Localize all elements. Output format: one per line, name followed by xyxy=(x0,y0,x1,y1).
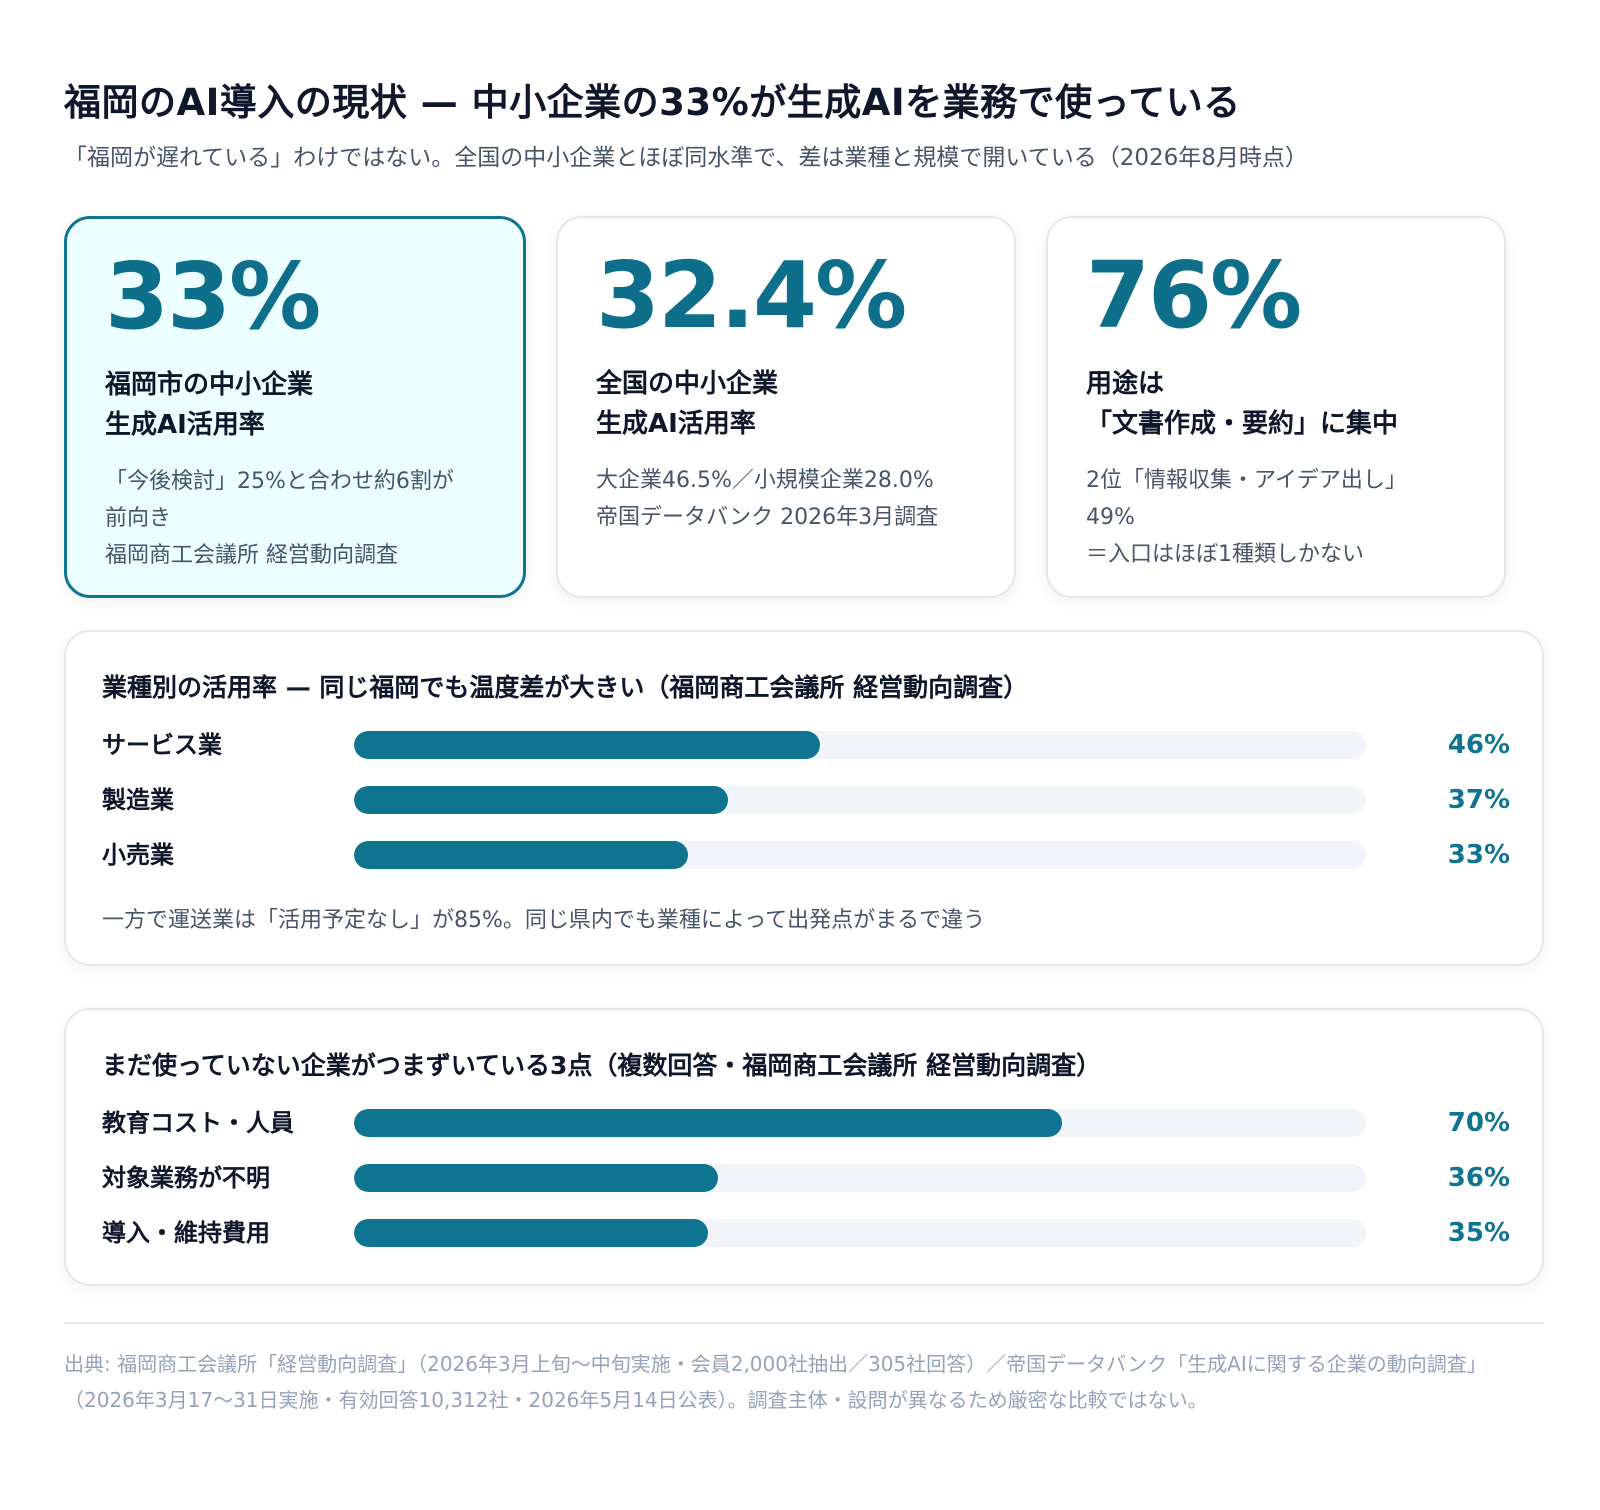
barrier-bar-value: 70% xyxy=(1447,1108,1510,1138)
stat-heading-line: 福岡市の中小企業 xyxy=(105,370,314,400)
stat-value: 32.4% xyxy=(596,242,907,349)
industry-bar-row: サービス業 46% xyxy=(66,728,1546,762)
industry-bar-value: 37% xyxy=(1447,785,1510,815)
industry-bar-label: 小売業 xyxy=(102,841,174,869)
stat-card-national: 32.4% 全国の中小企業 生成AI活用率 大企業46.5%／小規模企業28.0… xyxy=(556,216,1016,598)
barrier-bar-track xyxy=(354,1164,1366,1192)
stat-heading-line: 「文書作成・要約」に集中 xyxy=(1086,409,1399,439)
barrier-bar-row: 対象業務が不明 36% xyxy=(66,1161,1546,1195)
industry-bar xyxy=(354,731,820,759)
barrier-bar-label: 導入・維持費用 xyxy=(102,1219,270,1247)
stat-heading: 福岡市の中小企業 生成AI活用率 xyxy=(105,365,485,445)
stat-description: 「今後検討」25%と合わせ約6割が 前向き 福岡商工会議所 経営動向調査 xyxy=(105,463,485,574)
stat-description-line: 福岡商工会議所 経営動向調査 xyxy=(105,543,398,568)
stat-description-line: 帝国データバンク 2026年3月調査 xyxy=(596,505,939,530)
stat-description-line: 大企業46.5%／小規模企業28.0% xyxy=(596,468,934,493)
source-note: 出典: 福岡商工会議所「経営動向調査」（2026年3月上旬〜中旬実施・会員2,0… xyxy=(64,1352,1487,1412)
industry-chart-note: 一方で運送業は「活用予定なし」が85%。同じ県内でも業種によって出発点がまるで違… xyxy=(102,908,986,933)
industry-bar xyxy=(354,841,688,869)
industry-bar-label: サービス業 xyxy=(102,731,222,759)
stat-description-line: 前向き xyxy=(105,506,172,531)
barrier-bar-track xyxy=(354,1109,1366,1137)
stat-card-usage: 76% 用途は 「文書作成・要約」に集中 2位「情報収集・アイデア出し」 49%… xyxy=(1046,216,1506,598)
stat-description-line: 49% xyxy=(1086,505,1135,530)
stat-value: 76% xyxy=(1086,242,1302,349)
industry-chart-panel: 業種別の活用率 — 同じ福岡でも温度差が大きい（福岡商工会議所 経営動向調査） … xyxy=(64,630,1544,966)
footer-divider xyxy=(64,1322,1544,1324)
barrier-bar xyxy=(354,1219,709,1247)
stat-value: 33% xyxy=(105,243,321,350)
industry-bar-row: 小売業 33% xyxy=(66,838,1546,872)
barrier-chart-panel: まだ使っていない企業がつまずいている3点（複数回答・福岡商工会議所 経営動向調査… xyxy=(64,1008,1544,1286)
barrier-bar-label: 対象業務が不明 xyxy=(102,1164,270,1192)
stat-heading-line: 用途は xyxy=(1086,369,1165,399)
stat-description: 大企業46.5%／小規模企業28.0% 帝国データバンク 2026年3月調査 xyxy=(596,462,976,536)
stat-description-line: ＝入口はほぼ1種類しかない xyxy=(1086,542,1364,567)
industry-chart-title: 業種別の活用率 — 同じ福岡でも温度差が大きい（福岡商工会議所 経営動向調査） xyxy=(102,673,1029,702)
stat-heading: 全国の中小企業 生成AI活用率 xyxy=(596,364,976,444)
industry-bar-track xyxy=(354,786,1366,814)
stat-card-fukuoka: 33% 福岡市の中小企業 生成AI活用率 「今後検討」25%と合わせ約6割が 前… xyxy=(64,216,526,598)
stat-cards: 33% 福岡市の中小企業 生成AI活用率 「今後検討」25%と合わせ約6割が 前… xyxy=(64,216,1544,602)
barrier-chart-title: まだ使っていない企業がつまずいている3点（複数回答・福岡商工会議所 経営動向調査… xyxy=(102,1051,1102,1080)
industry-bar-track xyxy=(354,841,1366,869)
page-subtitle: 「福岡が遅れている」わけではない。全国の中小企業とほぼ同水準で、差は業種と規模で… xyxy=(64,145,1308,171)
barrier-bar-value: 35% xyxy=(1447,1218,1510,1248)
barrier-bar-label: 教育コスト・人員 xyxy=(102,1109,294,1137)
barrier-bar xyxy=(354,1164,719,1192)
stat-description-line: 「今後検討」25%と合わせ約6割が xyxy=(105,469,454,494)
industry-bar-track xyxy=(354,731,1366,759)
stat-description-line: 2位「情報収集・アイデア出し」 xyxy=(1086,468,1407,493)
industry-bar-row: 製造業 37% xyxy=(66,783,1546,817)
barrier-bar-value: 36% xyxy=(1447,1163,1510,1193)
stat-heading: 用途は 「文書作成・要約」に集中 xyxy=(1086,364,1466,444)
barrier-bar-row: 教育コスト・人員 70% xyxy=(66,1106,1546,1140)
barrier-bar-row: 導入・維持費用 35% xyxy=(66,1216,1546,1250)
stat-description: 2位「情報収集・アイデア出し」 49% ＝入口はほぼ1種類しかない xyxy=(1086,462,1466,573)
page-title: 福岡のAI導入の現状 — 中小企業の33%が生成AIを業務で使っている xyxy=(64,81,1241,124)
stat-heading-line: 全国の中小企業 xyxy=(596,369,779,399)
industry-bar-label: 製造業 xyxy=(102,786,174,814)
stat-heading-line: 生成AI活用率 xyxy=(596,409,756,439)
industry-bar xyxy=(354,786,729,814)
industry-bar-value: 46% xyxy=(1447,730,1510,760)
barrier-bar xyxy=(354,1109,1063,1137)
industry-bar-value: 33% xyxy=(1447,840,1510,870)
stat-heading-line: 生成AI活用率 xyxy=(105,410,265,440)
barrier-bar-track xyxy=(354,1219,1366,1247)
